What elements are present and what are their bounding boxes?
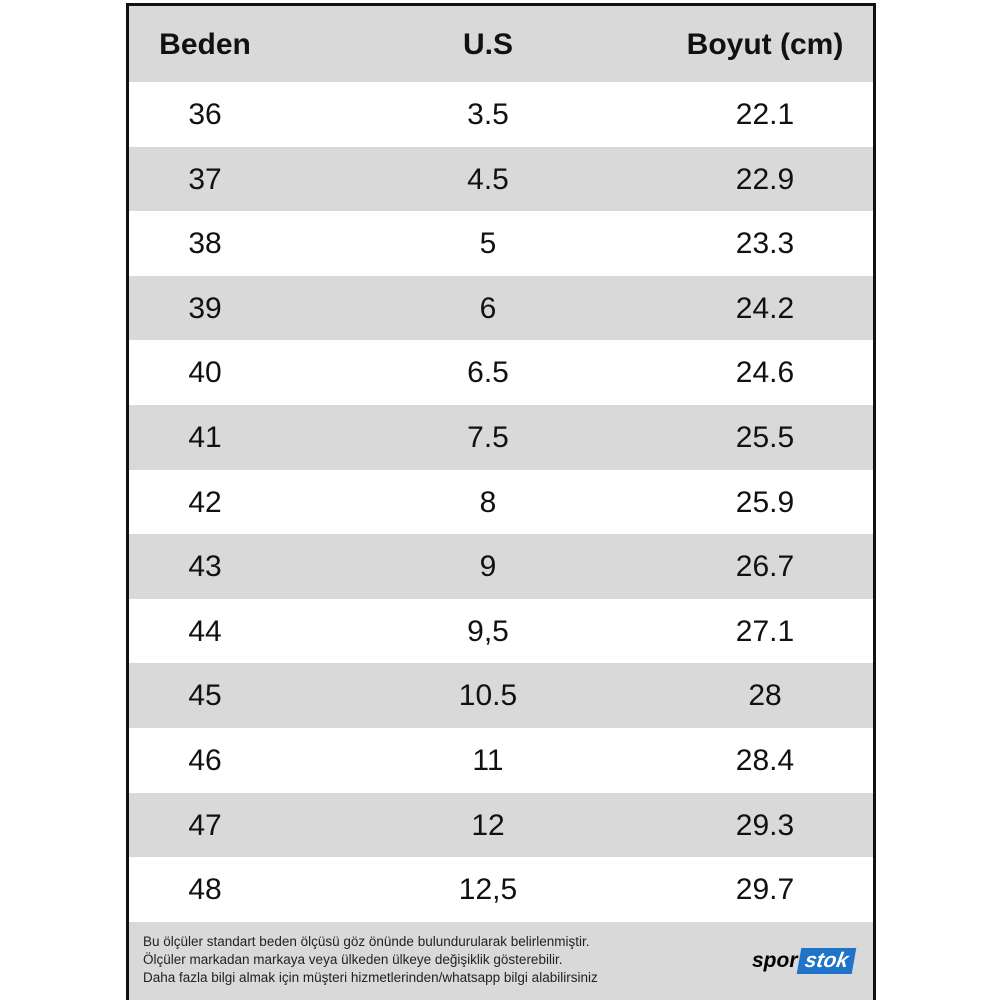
column-header: Beden	[159, 28, 251, 61]
table-cell: 25.9	[735, 485, 795, 519]
table-cell: 8	[479, 485, 497, 519]
header-band	[129, 5, 873, 82]
logo: spor stok	[752, 948, 856, 974]
table-cell: 28	[748, 679, 782, 713]
table-cell: 22.1	[735, 98, 795, 131]
table-cell: 41	[188, 421, 222, 454]
table-cell: 43	[188, 550, 222, 584]
table-cell: 46	[188, 744, 222, 777]
table-cell: 11	[472, 744, 504, 777]
table-cell: 12,5	[458, 873, 518, 907]
table-cell: 48	[188, 873, 222, 907]
row-band	[129, 405, 873, 470]
table-cell: 28.4	[735, 744, 795, 777]
table-cell: 44	[188, 614, 222, 648]
table-cell: 24.2	[735, 291, 795, 325]
footer-band	[129, 922, 873, 1000]
table-cell: 27.1	[735, 614, 795, 648]
table-cell: 6	[479, 291, 497, 325]
table-cell: 9,5	[467, 614, 509, 648]
table-cell: 12	[471, 808, 505, 842]
table-cell: 23.3	[735, 227, 795, 261]
note: Daha fazla bilgi almak için müşteri hizm…	[143, 970, 598, 985]
table-cell: 3.5	[467, 98, 509, 131]
row-band	[129, 146, 873, 212]
table-cell: 40	[188, 356, 222, 390]
table-cell: 9	[479, 550, 497, 584]
row-band	[129, 275, 873, 341]
table-cell: 10.5	[458, 679, 518, 713]
table-cell: 5	[479, 227, 497, 261]
table-cell: 38	[188, 227, 222, 261]
table-cell: 25.5	[735, 421, 795, 454]
table-cell: 6.5	[467, 356, 509, 390]
note: Bu ölçüler standart beden ölçüsü göz önü…	[143, 934, 590, 949]
table-cell: 36	[188, 98, 222, 131]
row-band	[129, 534, 873, 599]
table-cell: 39	[188, 291, 222, 325]
column-header: Boyut (cm)	[686, 28, 844, 61]
table-cell: 29.3	[735, 808, 795, 842]
table-cell: 26.7	[735, 550, 795, 584]
table-cell: 45	[188, 679, 222, 713]
row-band	[129, 663, 873, 728]
column-header: U.S	[462, 28, 513, 61]
table-cell: 4.5	[467, 162, 509, 196]
table-cell: 47	[188, 808, 222, 842]
table-cell: 42	[188, 485, 222, 519]
logo-text: spor	[752, 949, 798, 972]
table-cell: 24.6	[735, 356, 795, 390]
table-cell: 7.5	[467, 421, 509, 454]
table-cell: 22.9	[735, 162, 795, 196]
table-cell: 37	[188, 162, 222, 196]
row-band	[129, 792, 873, 858]
note: Ölçüler markadan markaya veya ülkeden ül…	[143, 952, 563, 967]
frame	[126, 3, 876, 1000]
table-cell: 29.7	[735, 873, 795, 907]
